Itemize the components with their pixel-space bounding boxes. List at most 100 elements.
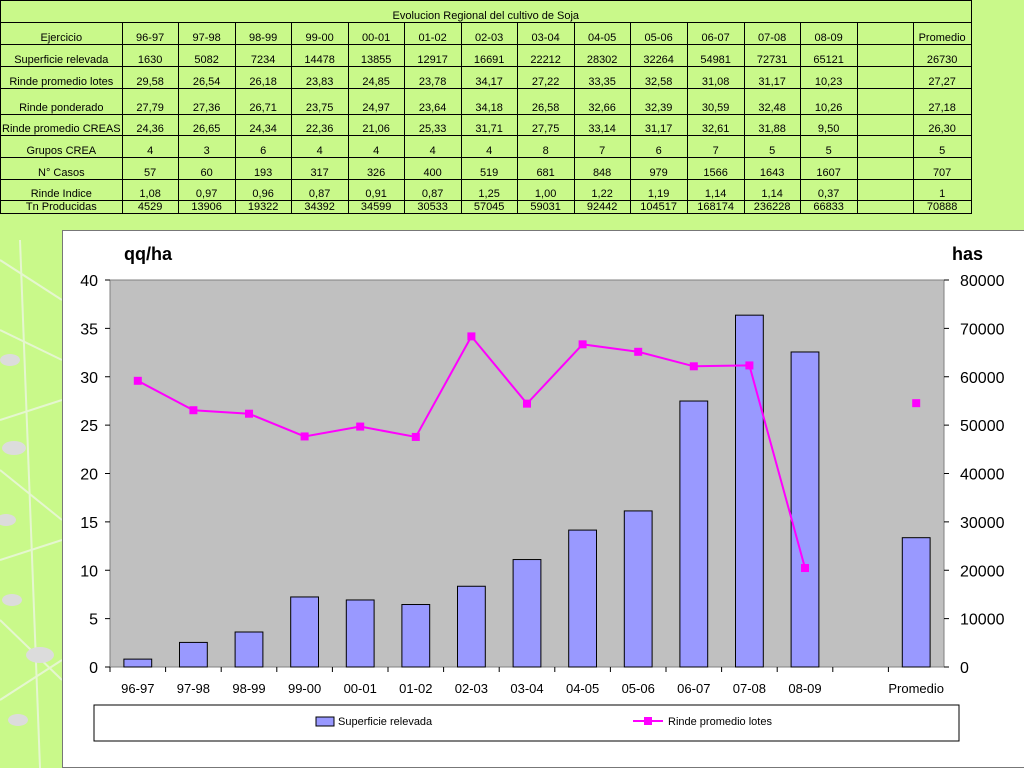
table-cell: 32,66 (573, 88, 631, 115)
table-cell: 168174 (686, 200, 745, 214)
row-label: Rinde promedio lotes (0, 66, 123, 89)
table-cell-promedio: 26730 (912, 44, 972, 67)
table-cell: 13906 (177, 200, 236, 214)
bar (401, 604, 431, 668)
table-cell: 24,97 (347, 88, 405, 115)
table-cell: 1,08 (121, 179, 179, 201)
column-header: 02-03 (460, 22, 518, 45)
table-cell: 1,19 (629, 179, 688, 201)
table-cell: 1,00 (516, 179, 575, 201)
table-cell: 1,25 (460, 179, 518, 201)
category-label: 03-04 (510, 681, 543, 696)
line-marker (189, 406, 198, 415)
category-label: 96-97 (121, 681, 154, 696)
blank-cell (856, 114, 914, 136)
table-cell-promedio: 707 (912, 157, 972, 180)
column-header: 97-98 (177, 22, 236, 45)
table-cell: 5 (799, 135, 858, 158)
table-cell: 13855 (347, 44, 405, 67)
table-cell: 4 (460, 135, 518, 158)
table-cell: 28302 (573, 44, 631, 67)
table-cell: 27,79 (121, 88, 179, 115)
column-header: 00-01 (347, 22, 405, 45)
blank-cell (856, 66, 914, 89)
column-header-promedio: Promedio (912, 22, 972, 45)
table-cell: 6 (234, 135, 292, 158)
header-label: Ejercicio (0, 22, 123, 45)
bar (790, 351, 820, 668)
table-cell: 1,14 (686, 179, 745, 201)
column-header: 99-00 (290, 22, 349, 45)
table-cell: 19322 (234, 200, 292, 214)
column-header: 01-02 (403, 22, 462, 45)
table-cell: 72731 (743, 44, 801, 67)
table-cell: 14478 (290, 44, 349, 67)
table-cell: 317 (290, 157, 349, 180)
table-cell-promedio: 5 (912, 135, 972, 158)
table-row: N° Casos 57 60 193 317 326 400 519 681 848 979 1566… (0, 157, 972, 180)
table-cell: 26,65 (177, 114, 236, 136)
bar (345, 599, 375, 668)
row-label: Superficie relevada (0, 44, 123, 67)
category-label: 07-08 (733, 681, 766, 696)
table-cell: 32,61 (686, 114, 745, 136)
table-cell: 4 (121, 135, 179, 158)
category-label: 02-03 (455, 681, 488, 696)
line-marker (801, 564, 809, 573)
category-label: 00-01 (344, 681, 377, 696)
table-cell: 681 (516, 157, 575, 180)
legend-label: Superficie relevada (338, 716, 433, 728)
category-label: 98-99 (232, 681, 265, 696)
table-cell: 23,83 (290, 66, 349, 89)
row-label: Rinde promedio CREAS (0, 114, 123, 136)
table-cell: 23,78 (403, 66, 462, 89)
table-cell: 92442 (573, 200, 631, 214)
line-marker (133, 376, 142, 385)
category-label: 97-98 (177, 681, 210, 696)
table-cell: 65121 (799, 44, 858, 67)
table-cell: 26,54 (177, 66, 236, 89)
table-cell: 24,85 (347, 66, 405, 89)
column-header: 06-07 (686, 22, 745, 45)
table-cell: 0,97 (177, 179, 236, 201)
table-cell: 4529 (121, 200, 179, 214)
table-cell: 31,17 (629, 114, 688, 136)
category-label: 01-02 (399, 681, 432, 696)
left-tick-label: 15 (80, 515, 98, 532)
column-header: 08-09 (799, 22, 858, 45)
blank-cell (856, 157, 914, 180)
table-cell: 5082 (177, 44, 236, 67)
table-cell: 1607 (799, 157, 858, 180)
right-tick-label: 60000 (960, 370, 1005, 387)
left-axis-title: qq/ha (124, 244, 173, 264)
column-header: 03-04 (516, 22, 575, 45)
table-cell: 1566 (686, 157, 745, 180)
blank-cell (856, 22, 914, 45)
table-cell: 22,36 (290, 114, 349, 136)
table-cell: 7 (573, 135, 631, 158)
table-cell: 8 (516, 135, 575, 158)
table-cell: 400 (403, 157, 462, 180)
table-cell: 27,22 (516, 66, 575, 89)
table-cell: 24,36 (121, 114, 179, 136)
table-cell: 57 (121, 157, 179, 180)
left-tick-label: 40 (80, 273, 98, 290)
row-label: Rinde Indice (0, 179, 123, 201)
category-label: Promedio (888, 681, 944, 696)
table-cell: 26,58 (516, 88, 575, 115)
bar (901, 537, 931, 668)
table-cell: 34,18 (460, 88, 518, 115)
bar (457, 585, 486, 668)
row-label: N° Casos (0, 157, 123, 180)
table-cell: 236228 (743, 200, 801, 214)
table-cell: 31,88 (743, 114, 801, 136)
line-marker (578, 340, 587, 349)
table-cell: 4 (347, 135, 405, 158)
table-cell: 1643 (743, 157, 801, 180)
table-cell-promedio: 26,30 (912, 114, 972, 136)
table-cell: 1,22 (573, 179, 631, 201)
column-header: 04-05 (573, 22, 631, 45)
table-cell: 30,59 (686, 88, 745, 115)
bar (679, 400, 709, 668)
